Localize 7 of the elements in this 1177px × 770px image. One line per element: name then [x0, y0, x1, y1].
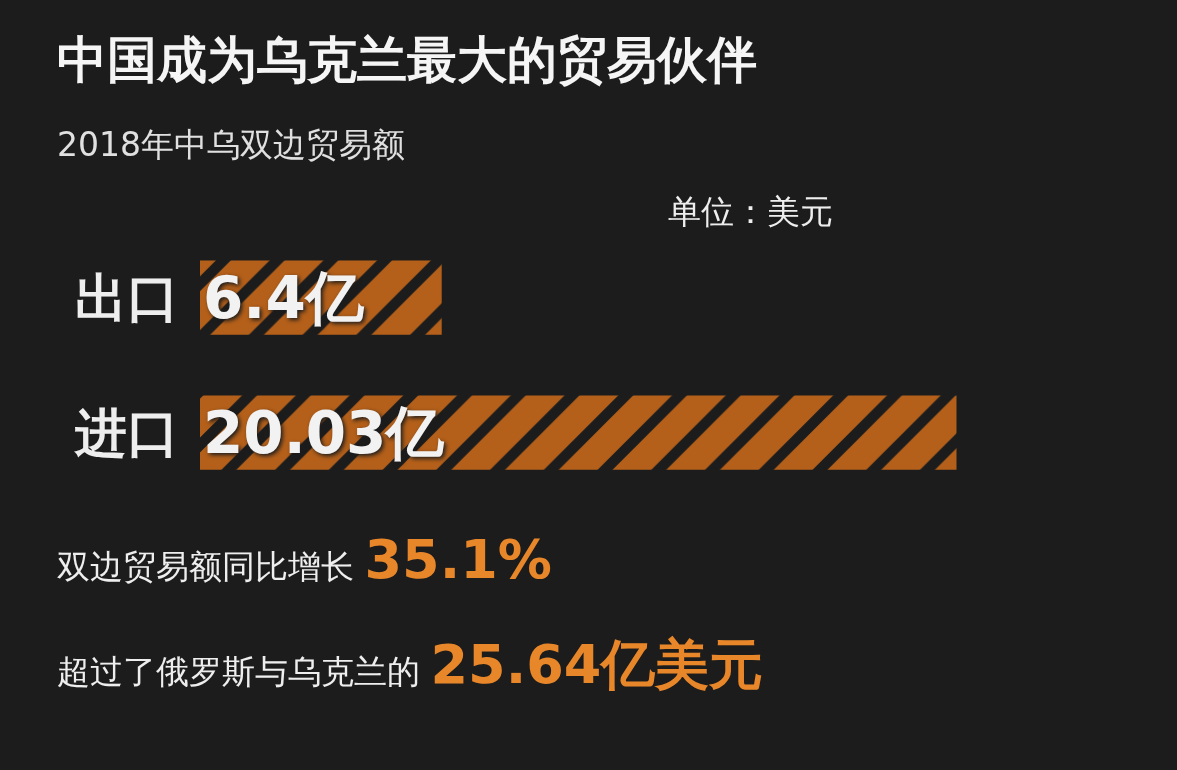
y-tick-label: 出口 — [75, 267, 179, 328]
text: 双边贸易额同比增长 35.1% — [57, 528, 552, 591]
text: 超过了俄罗斯与乌克兰的 25.64亿美元 — [57, 633, 764, 696]
chart-title: 中国成为乌克兰最大的贸易伙伴 — [57, 31, 757, 89]
annotation: 单位：美元 — [668, 192, 833, 231]
y-tick-label: 进口 — [74, 402, 179, 463]
chart-subtitle: 2018年中乌双边贸易额 — [57, 125, 405, 164]
